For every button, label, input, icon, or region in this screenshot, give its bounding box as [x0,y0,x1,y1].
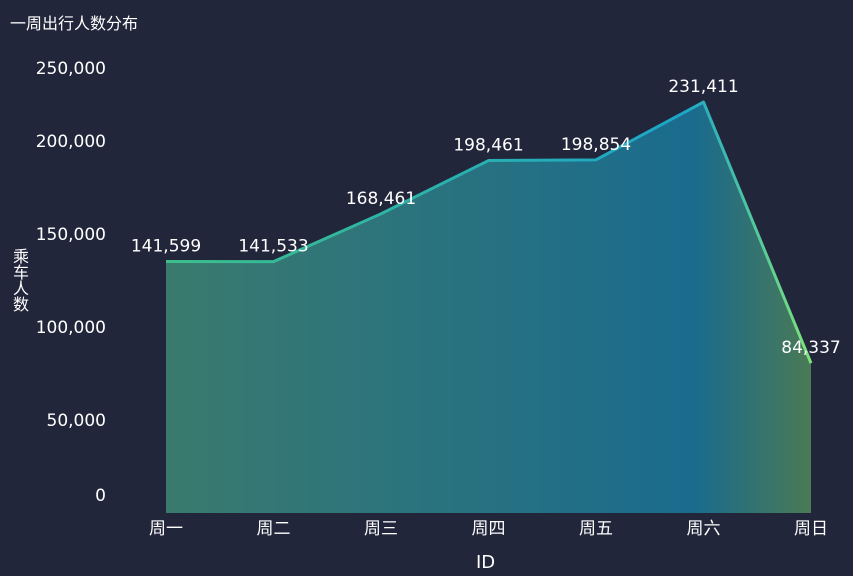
series-line [165,100,813,364]
data-label: 231,411 [668,77,738,97]
area-fill [166,102,811,513]
data-label: 198,854 [561,135,631,155]
y-tick-label: 50,000 [47,411,106,431]
y-tick-label: 250,000 [36,59,106,79]
y-tick-label: 0 [95,486,106,506]
y-axis-label: 乘车人数 [10,248,29,312]
data-label: 141,533 [238,237,308,257]
y-tick-label: 200,000 [36,132,106,152]
x-tick-label: 周二 [257,519,291,539]
x-tick-label: 周六 [687,519,721,539]
data-label: 198,461 [453,136,523,156]
data-label: 84,337 [781,338,840,358]
data-label: 141,599 [131,237,201,257]
x-tick-label: 周五 [579,519,613,539]
y-tick-label: 150,000 [36,225,106,245]
x-axis-label: ID [476,552,496,573]
data-label: 168,461 [346,189,416,209]
x-tick-label: 周三 [364,519,398,539]
x-tick-label: 周一 [149,519,183,539]
x-tick-label: 周日 [794,519,828,539]
y-tick-label: 100,000 [36,318,106,338]
chart-title: 一周出行人数分布 [10,14,139,33]
x-tick-label: 周四 [472,519,506,539]
